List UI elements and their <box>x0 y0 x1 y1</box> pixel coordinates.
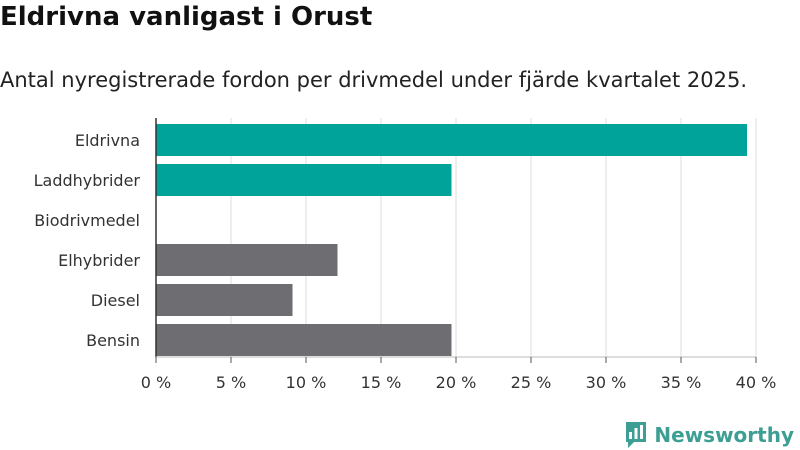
chart-title: Eldrivna vanligast i Orust <box>0 2 373 32</box>
bar <box>156 244 338 276</box>
category-label: Laddhybrider <box>34 171 141 190</box>
x-tick-label: 40 % <box>736 373 777 392</box>
x-tick-label: 25 % <box>511 373 552 392</box>
x-tick-label: 10 % <box>286 373 327 392</box>
bar-chart: Eldrivna Laddhybrider Biodrivmedel Elhybrid… <box>34 118 777 392</box>
bar <box>156 284 293 316</box>
x-tick-label: 35 % <box>661 373 702 392</box>
x-tick-label: 0 % <box>141 373 171 392</box>
category-label: Eldrivna <box>75 131 140 150</box>
category-label: Biodrivmedel <box>34 211 140 230</box>
x-tick-label: 15 % <box>361 373 402 392</box>
bar <box>156 164 452 196</box>
category-label: Bensin <box>86 331 140 350</box>
bar <box>156 324 452 356</box>
category-label: Elhybrider <box>58 251 140 270</box>
newsworthy-logo-icon <box>626 422 647 448</box>
x-tick-label: 20 % <box>436 373 477 392</box>
brand-name: Newsworthy <box>654 423 794 447</box>
category-label: Diesel <box>91 291 140 310</box>
x-tick-label: 5 % <box>216 373 246 392</box>
chart-subtitle: Antal nyregistrerade fordon per drivmede… <box>0 68 748 92</box>
brand-logo: Newsworthy <box>624 420 794 450</box>
x-tick-label: 30 % <box>586 373 627 392</box>
bar <box>156 124 747 156</box>
